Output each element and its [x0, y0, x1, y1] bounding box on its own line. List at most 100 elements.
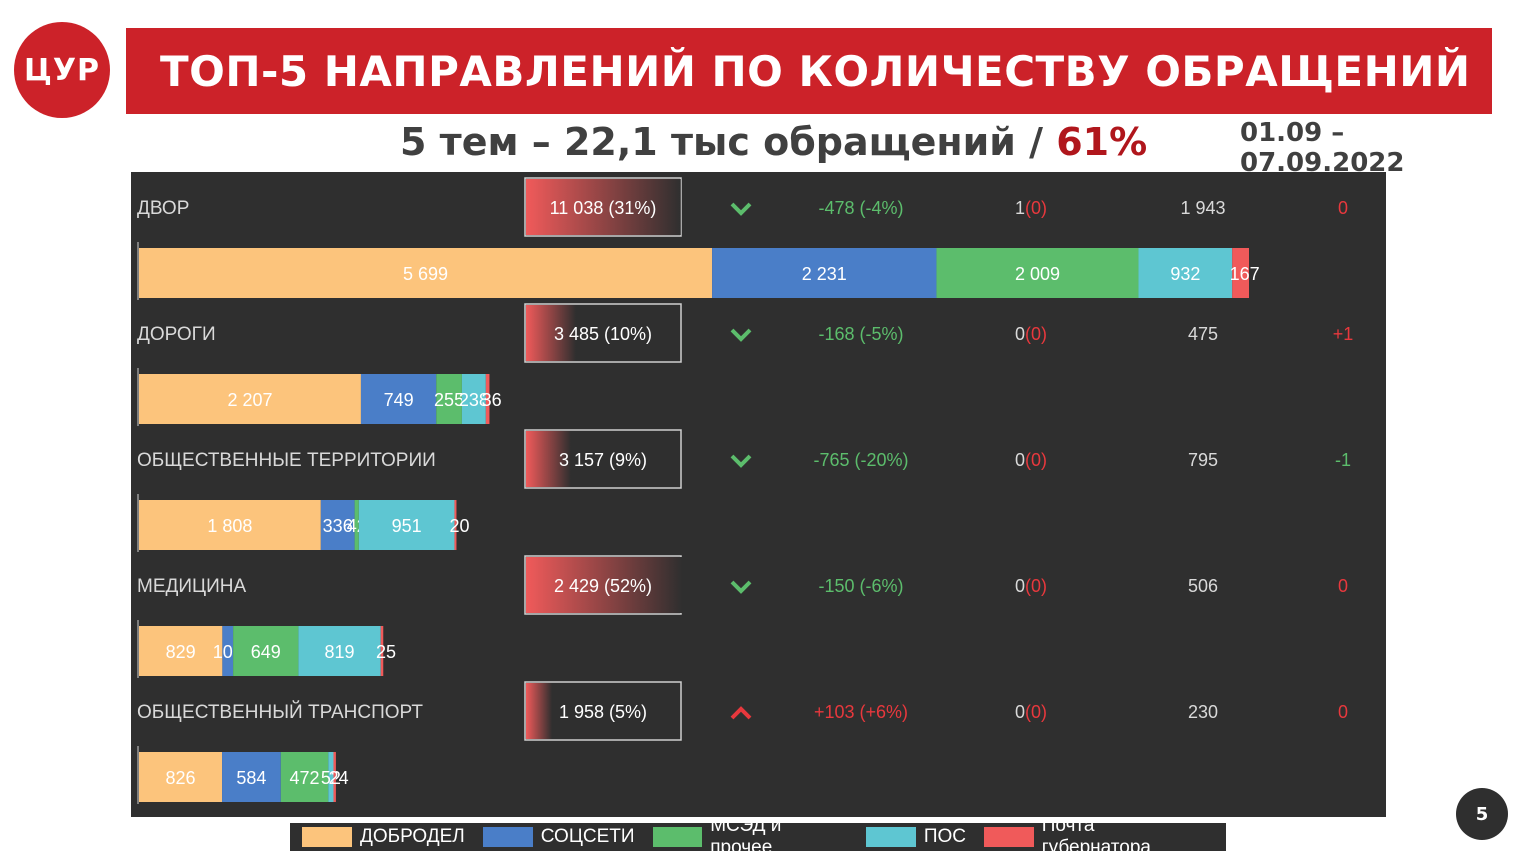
category-label: ОБЩЕСТВЕННЫЙ ТРАНСПОРТ	[137, 701, 423, 723]
total-label: 1 958 (5%)	[559, 702, 647, 722]
bar-segment	[222, 752, 281, 802]
legend-item: ПОС	[865, 826, 966, 848]
bar-label: 238	[459, 390, 489, 410]
count-value: +1	[1333, 324, 1354, 344]
bar-segment	[280, 752, 329, 802]
total-label: 3 157 (9%)	[559, 450, 647, 470]
total-box-fill	[526, 179, 681, 235]
bar-segment	[936, 248, 1139, 298]
subtitle: 5 тем – 22,1 тыс обращений / 61%	[400, 120, 1147, 164]
bar-segment	[354, 500, 359, 550]
count-value: -1	[1335, 450, 1351, 470]
chevron-down-icon	[730, 580, 752, 594]
count-value: 0	[1338, 576, 1348, 596]
bar-label: 2 231	[802, 264, 847, 284]
total-box-fill	[526, 431, 571, 487]
legend-swatch	[652, 827, 703, 847]
category-label: ДОРОГИ	[137, 324, 216, 345]
bar-label: 829	[166, 642, 196, 662]
legend-item: МСЭД и прочее	[652, 815, 848, 859]
count-value: 0	[1338, 198, 1348, 218]
count-value: 0(0)	[1015, 576, 1047, 596]
bar-label: 36	[482, 390, 502, 410]
legend-label: ПОС	[923, 826, 966, 847]
category-label: ОБЩЕСТВЕННЫЕ ТЕРРИТОРИИ	[137, 450, 436, 471]
count-value: 475	[1188, 324, 1218, 344]
bar-label: 2 009	[1015, 264, 1060, 284]
bar-segment	[712, 248, 937, 298]
bar-segment	[222, 626, 234, 676]
bar-label: 749	[384, 390, 414, 410]
delta-value: -168 (-5%)	[818, 324, 903, 344]
total-box-fill	[526, 683, 552, 739]
legend-swatch	[983, 827, 1034, 847]
legend-swatch	[482, 827, 533, 847]
bar-segment	[1138, 248, 1233, 298]
bar-segment	[139, 626, 223, 676]
total-box-fill	[526, 557, 682, 613]
stacked-bar-chart: ДВОР 11 038 (31%) -478 (-4%) 1(0) 1 943 0 5 69…	[137, 177, 1354, 804]
bar-segment	[461, 374, 486, 424]
legend-swatch	[302, 827, 352, 847]
bar-label: 167	[1230, 264, 1260, 284]
bar-label: 255	[434, 390, 464, 410]
count-value: 0(0)	[1015, 450, 1047, 470]
page-number: 5	[1456, 788, 1508, 840]
category-label: ДВОР	[137, 198, 189, 219]
bar-label: 472	[290, 768, 320, 788]
legend: ДОБРОДЕЛ СОЦСЕТИ МСЭД и прочее ПОС Почта…	[290, 815, 1226, 858]
delta-value: -478 (-4%)	[818, 198, 903, 218]
legend-swatch	[865, 827, 916, 847]
bar-segment	[233, 626, 299, 676]
legend-label: МСЭД и прочее	[710, 815, 782, 858]
count-value: 0(0)	[1015, 702, 1047, 722]
count-value: 1 943	[1180, 198, 1225, 218]
bar-segment	[1232, 248, 1249, 298]
bar-label: 584	[236, 768, 266, 788]
bar-label: 336	[323, 516, 353, 536]
count-value: 0	[1338, 702, 1348, 722]
bar-label: 826	[166, 768, 196, 788]
bar-segment	[360, 374, 437, 424]
bar-label: 649	[251, 642, 281, 662]
legend-label: СОЦСЕТИ	[540, 826, 635, 847]
delta-value: +103 (+6%)	[814, 702, 908, 722]
chevron-up-icon	[730, 706, 752, 720]
count-value: 506	[1188, 576, 1218, 596]
bar-segment	[333, 752, 336, 802]
legend-label: ДОБРОДЕЛ	[360, 826, 465, 847]
bar-segment	[485, 374, 490, 424]
total-label: 2 429 (52%)	[554, 576, 652, 596]
bar-label: 1 808	[207, 516, 252, 536]
count-value: 0(0)	[1015, 324, 1047, 344]
date-range: 01.09 – 07.09.2022	[1240, 118, 1405, 178]
legend-label: Почта губернатора	[1041, 815, 1151, 858]
bar-segment	[139, 500, 321, 550]
total-box-fill	[526, 305, 576, 361]
total-label: 11 038 (31%)	[550, 198, 657, 218]
count-value: 1(0)	[1015, 198, 1047, 218]
chevron-down-icon	[730, 454, 752, 468]
bar-label: 932	[1170, 264, 1200, 284]
delta-value: -765 (-20%)	[813, 450, 908, 470]
bar-label: 2 207	[227, 390, 272, 410]
bar-segment	[454, 500, 457, 550]
legend-item: ДОБРОДЕЛ	[302, 826, 465, 848]
subtitle-percent: 61%	[1056, 120, 1148, 164]
page-title: ТОП-5 НАПРАВЛЕНИЙ ПО КОЛИЧЕСТВУ ОБРАЩЕНИ…	[126, 28, 1492, 114]
bar-segment	[139, 374, 361, 424]
bar-label: 951	[392, 516, 422, 536]
bar-segment	[139, 752, 223, 802]
bar-label: 25	[376, 642, 396, 662]
bar-label: 5 699	[403, 264, 448, 284]
category-label: МЕДИЦИНА	[137, 576, 246, 597]
bar-segment	[320, 500, 355, 550]
bar-segment	[298, 626, 381, 676]
chart-panel: ДВОР 11 038 (31%) -478 (-4%) 1(0) 1 943 0 5 69…	[131, 172, 1386, 817]
bar-label: 819	[325, 642, 355, 662]
logo: ЦУР	[14, 22, 110, 118]
bar-label: 20	[449, 516, 469, 536]
chevron-down-icon	[730, 328, 752, 342]
legend-item: Почта губернатора	[983, 815, 1208, 859]
bar-segment	[139, 248, 713, 298]
